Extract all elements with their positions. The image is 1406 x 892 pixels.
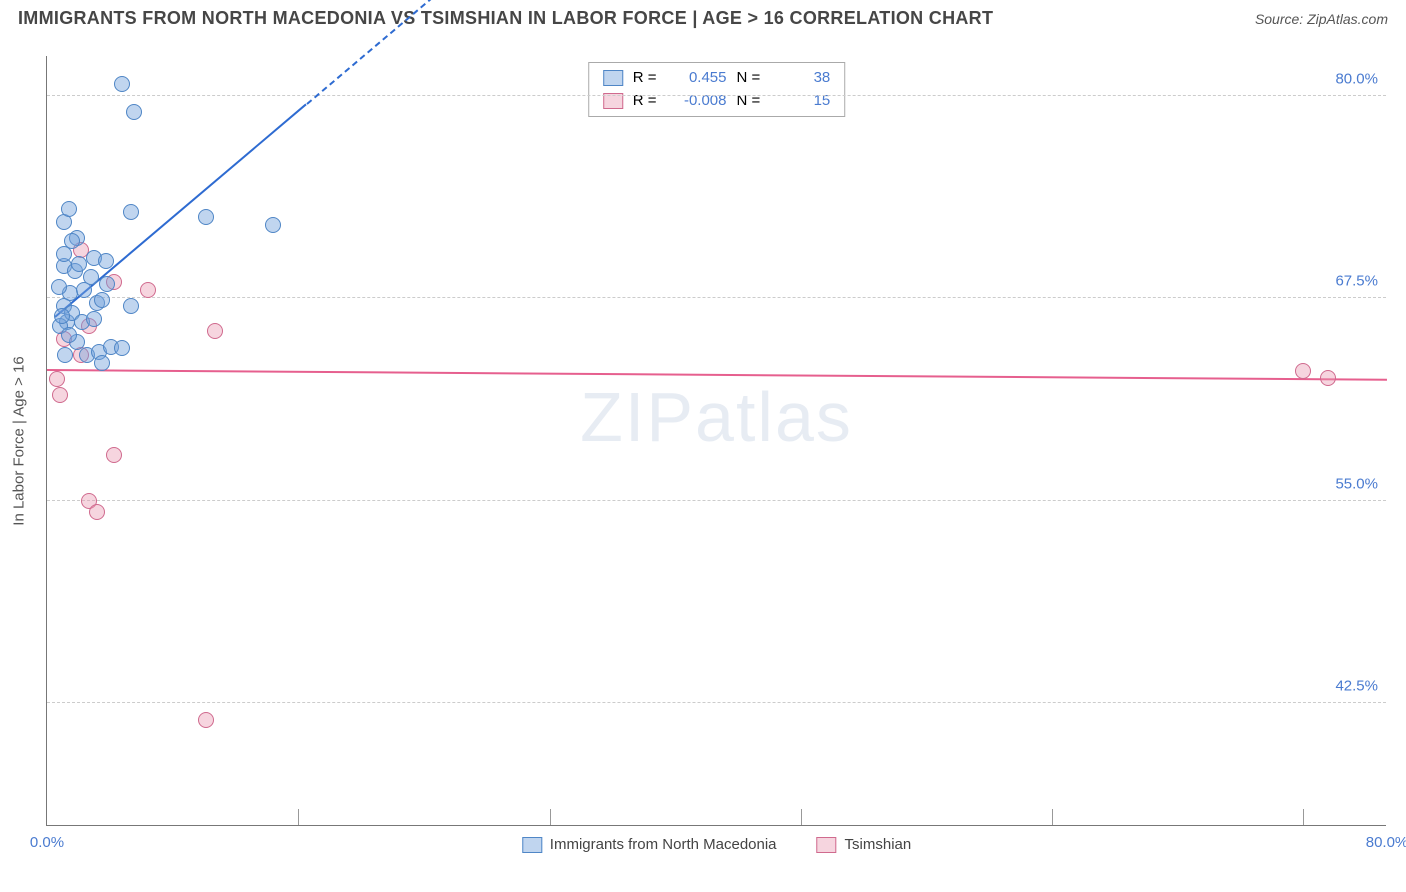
point-series-a (198, 209, 214, 225)
point-series-b (1320, 370, 1336, 386)
point-series-a (265, 217, 281, 233)
legend-series: Immigrants from North Macedonia Tsimshia… (522, 836, 911, 853)
trend-line (55, 103, 308, 317)
point-series-a (98, 253, 114, 269)
chart-plot-area: In Labor Force | Age > 16 ZIPatlas R = 0… (46, 56, 1386, 826)
n-value-b: 15 (770, 90, 830, 113)
point-series-a (86, 311, 102, 327)
n-label: N = (737, 67, 761, 90)
point-series-a (61, 201, 77, 217)
point-series-b (198, 712, 214, 728)
point-series-a (126, 104, 142, 120)
r-label: R = (633, 90, 657, 113)
point-series-a (61, 327, 77, 343)
source-label: Source: ZipAtlas.com (1255, 11, 1388, 27)
legend-swatch-b (817, 837, 837, 853)
x-tick-label: 80.0% (1366, 834, 1406, 851)
y-axis-label: In Labor Force | Age > 16 (11, 356, 28, 525)
point-series-b (106, 447, 122, 463)
trend-line (47, 369, 1387, 381)
legend-correlation: R = 0.455 N = 38 R = -0.008 N = 15 (588, 62, 846, 117)
chart-title: IMMIGRANTS FROM NORTH MACEDONIA VS TSIMS… (18, 8, 993, 29)
legend-row-b: R = -0.008 N = 15 (603, 90, 831, 113)
x-tick-label: 0.0% (30, 834, 64, 851)
series-b-label: Tsimshian (845, 836, 912, 853)
point-series-b (140, 282, 156, 298)
point-series-a (114, 76, 130, 92)
series-a-label: Immigrants from North Macedonia (550, 836, 777, 853)
axis-tick-v (801, 809, 802, 825)
r-value-b: -0.008 (667, 90, 727, 113)
legend-row-a: R = 0.455 N = 38 (603, 67, 831, 90)
gridline-h (47, 297, 1386, 298)
gridline-h (47, 95, 1386, 96)
axis-tick-v (1303, 809, 1304, 825)
axis-tick-v (298, 809, 299, 825)
point-series-a (123, 298, 139, 314)
axis-tick-v (1052, 809, 1053, 825)
r-label: R = (633, 67, 657, 90)
point-series-a (71, 256, 87, 272)
y-tick-label: 80.0% (1335, 70, 1378, 87)
point-series-a (54, 308, 70, 324)
point-series-b (89, 504, 105, 520)
point-series-a (83, 269, 99, 285)
axis-tick-v (550, 809, 551, 825)
r-value-a: 0.455 (667, 67, 727, 90)
point-series-a (114, 340, 130, 356)
legend-swatch-a (603, 70, 623, 86)
point-series-a (123, 204, 139, 220)
point-series-b (1295, 363, 1311, 379)
legend-item-a: Immigrants from North Macedonia (522, 836, 777, 853)
y-tick-label: 55.0% (1335, 475, 1378, 492)
point-series-a (56, 246, 72, 262)
point-series-a (51, 279, 67, 295)
y-tick-label: 67.5% (1335, 273, 1378, 290)
y-tick-label: 42.5% (1335, 678, 1378, 695)
point-series-a (94, 292, 110, 308)
point-series-b (207, 323, 223, 339)
legend-swatch-a (522, 837, 542, 853)
point-series-a (99, 276, 115, 292)
point-series-b (49, 371, 65, 387)
gridline-h (47, 500, 1386, 501)
gridline-h (47, 702, 1386, 703)
legend-item-b: Tsimshian (817, 836, 912, 853)
point-series-a (94, 355, 110, 371)
point-series-a (57, 347, 73, 363)
n-value-a: 38 (770, 67, 830, 90)
point-series-b (52, 387, 68, 403)
n-label: N = (737, 90, 761, 113)
watermark: ZIPatlas (580, 377, 853, 457)
